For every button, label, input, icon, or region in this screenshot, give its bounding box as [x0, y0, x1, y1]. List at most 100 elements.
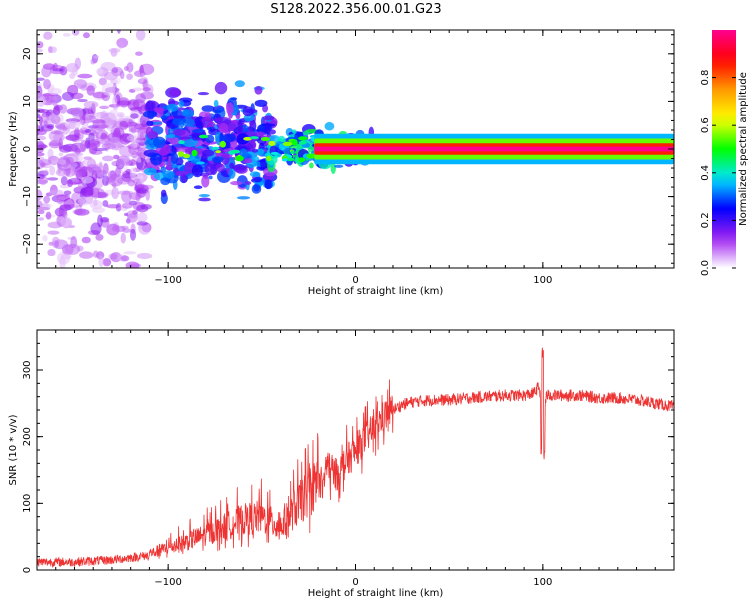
spectral-blob	[111, 182, 117, 188]
spectral-blob	[37, 189, 43, 201]
spectral-blob	[37, 113, 41, 119]
spectral-blob	[201, 149, 215, 157]
spectral-blob	[37, 152, 45, 157]
spectral-blob	[324, 122, 335, 131]
spectral-blob	[58, 104, 68, 114]
spectral-peak	[177, 151, 184, 157]
spectral-blob	[121, 202, 133, 209]
spectral-blob	[162, 170, 175, 180]
spectral-blob	[135, 51, 143, 56]
spectral-blob	[126, 73, 133, 80]
spectral-blob	[140, 72, 145, 83]
x-axis-label: Height of straight line (km)	[308, 588, 444, 599]
spectral-blob	[92, 147, 108, 152]
spectral-blob	[254, 85, 263, 95]
spectral-blob	[81, 176, 94, 184]
spectral-blob	[37, 156, 45, 161]
spectral-blob	[59, 184, 71, 189]
spectral-blob	[166, 160, 172, 171]
spectral-blob	[60, 253, 72, 260]
spectral-blob	[84, 129, 92, 134]
spectral-blob	[251, 148, 259, 153]
spectral-blob	[37, 41, 44, 49]
spectral-blob	[93, 250, 99, 258]
spectral-blob	[48, 189, 64, 196]
y-tick-label: 10	[22, 95, 33, 108]
y-tick-label: 0	[22, 146, 33, 152]
spectral-blob	[231, 119, 239, 125]
spectral-blob	[60, 176, 68, 186]
spectral-blob	[173, 115, 186, 119]
spectral-blob	[52, 95, 59, 107]
spectral-blob	[89, 142, 98, 155]
spectral-blob	[54, 240, 59, 248]
spectral-blob	[37, 173, 45, 180]
spectral-blob	[178, 120, 185, 128]
spectral-blob	[58, 152, 64, 157]
spectral-peak	[215, 150, 222, 154]
spectral-blob	[232, 104, 239, 114]
spectral-blob	[47, 87, 62, 96]
spectral-blob	[56, 195, 68, 201]
colorbar-tick-label: 0.0	[700, 260, 711, 276]
spectral-blob	[136, 188, 149, 194]
spectral-blob	[230, 180, 243, 186]
snr-panel: −100 0 100 0 100 200 300 Height of straight lin…	[8, 329, 675, 599]
spectral-blob	[46, 177, 59, 181]
spectral-blob	[48, 203, 53, 208]
spectral-peak	[306, 153, 317, 159]
spectral-blob	[99, 105, 110, 110]
spectral-blob	[153, 136, 166, 149]
spectral-peak	[198, 134, 209, 139]
spectral-blob	[101, 155, 114, 162]
spectral-peak	[219, 140, 227, 148]
spectral-blob	[248, 125, 253, 133]
spectral-peak	[298, 136, 308, 141]
spectral-blob	[59, 66, 68, 76]
y-tick-label: −10	[22, 186, 33, 207]
spectral-peak	[268, 140, 276, 147]
spectral-blob	[81, 236, 91, 244]
spectral-blob	[63, 190, 72, 195]
spectral-blob	[160, 189, 167, 198]
spectral-blob	[198, 121, 204, 131]
spectral-blob	[77, 196, 90, 206]
spectral-blob	[218, 122, 229, 134]
spectral-blob	[255, 131, 265, 137]
spectral-blob	[102, 200, 109, 207]
spectral-blob	[116, 100, 132, 106]
spectral-blob	[140, 203, 152, 210]
spectral-blob	[99, 216, 110, 223]
spectral-peak	[270, 151, 279, 156]
spectral-blob	[74, 208, 90, 216]
y-tick-label: 20	[22, 47, 33, 60]
spectral-blob	[166, 134, 178, 139]
colorbar-tick-label: 0.8	[700, 70, 711, 86]
spectral-blob	[117, 112, 125, 118]
spectral-blob	[79, 251, 94, 259]
colorbar: 0.0 0.2 0.4 0.6 0.8 Normalized spectral ampli…	[700, 30, 749, 276]
spectral-blob	[64, 243, 81, 255]
spectral-blob	[101, 282, 110, 286]
spectral-blob	[104, 270, 112, 276]
spectral-blob	[172, 137, 179, 144]
spectral-blob	[132, 87, 143, 92]
spectral-peak	[191, 149, 198, 157]
spectral-blob	[130, 279, 140, 290]
spectral-blob	[39, 203, 51, 210]
spectral-blob	[105, 23, 109, 29]
spectral-blob	[45, 211, 52, 220]
spectral-blob	[229, 140, 238, 148]
spectral-blob	[136, 252, 153, 260]
spectral-blob	[244, 181, 252, 185]
colorbar-tick-label: 0.6	[700, 117, 711, 133]
spectral-peak	[266, 155, 272, 162]
spectral-blob	[179, 136, 192, 140]
spectral-blob	[243, 158, 253, 164]
spectral-blob	[98, 255, 104, 267]
spectral-blob	[178, 100, 185, 108]
spectral-blob	[213, 99, 219, 108]
spectral-blob	[113, 77, 121, 85]
spectral-blob	[264, 179, 273, 190]
spectral-blob	[43, 195, 51, 204]
